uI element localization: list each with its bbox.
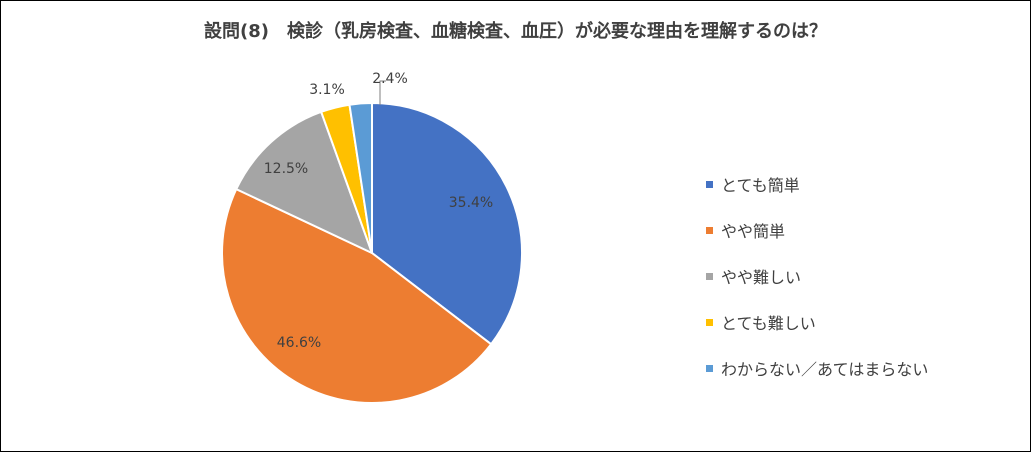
legend-item-3: やや難しい xyxy=(706,253,928,299)
legend-swatch xyxy=(706,272,713,280)
data-label-1: 35.4% xyxy=(449,195,493,211)
pie-slice-5 xyxy=(348,101,373,254)
legend-swatch xyxy=(706,364,713,372)
data-label-3: 12.5% xyxy=(264,161,308,177)
legend-item-4: とても難しい xyxy=(706,299,928,345)
legend-label: とても難しい xyxy=(721,314,816,333)
data-label-5: 2.4% xyxy=(372,71,408,87)
legend-label: やや簡単 xyxy=(721,222,786,241)
legend-label: やや難しい xyxy=(721,268,802,287)
data-label-4: 3.1% xyxy=(309,82,345,98)
pie-slice-1 xyxy=(371,101,523,346)
legend-item-2: やや簡単 xyxy=(706,207,928,253)
leader-line xyxy=(379,80,386,105)
legend-swatch xyxy=(706,226,713,234)
pie-slice-2 xyxy=(221,187,493,404)
legend-item-5: わからない／あてはまらない xyxy=(706,345,928,391)
legend-swatch xyxy=(706,318,713,326)
data-label-2: 46.6% xyxy=(277,335,321,351)
legend-swatch xyxy=(706,180,713,188)
chart-title: 設問(8) 検診（乳房検査、血糖検査、血圧）が必要な理由を理解するのは？ xyxy=(204,21,827,42)
legend: とても簡単やや簡単やや難しいとても難しいわからない／あてはまらない xyxy=(706,161,928,391)
pie-slice-3 xyxy=(234,110,374,255)
legend-label: とても簡単 xyxy=(721,176,800,195)
legend-item-1: とても簡単 xyxy=(706,161,928,207)
legend-label: わからない／あてはまらない xyxy=(721,360,929,379)
